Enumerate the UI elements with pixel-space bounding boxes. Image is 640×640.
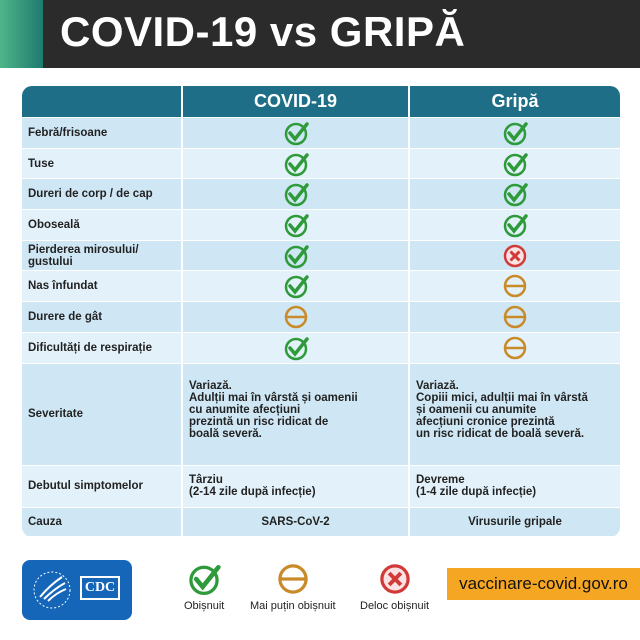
flu-status bbox=[410, 179, 620, 209]
flu-status bbox=[410, 271, 620, 301]
symptom-label: Durere de gât bbox=[22, 302, 183, 332]
check-icon bbox=[284, 122, 309, 146]
page-title: COVID-19 vs GRIPĂ bbox=[60, 8, 466, 55]
symptom-label: Febră/frisoane bbox=[22, 118, 183, 148]
symptom-row: Oboseală bbox=[22, 210, 620, 241]
symptom-label: Dureri de corp / de cap bbox=[22, 179, 183, 210]
row-label: Cauza bbox=[22, 507, 183, 536]
flu-status bbox=[410, 241, 620, 271]
header-covid: COVID-19 bbox=[183, 86, 410, 117]
cause-row: Cauza SARS-CoV-2 Virusurile gripale bbox=[22, 507, 620, 537]
covid-status bbox=[183, 302, 410, 332]
flu-cause: Virusurile gripale bbox=[468, 515, 562, 528]
website-link[interactable]: vaccinare-covid.gov.ro bbox=[447, 568, 640, 600]
flu-status bbox=[410, 302, 620, 332]
check-icon bbox=[284, 275, 309, 299]
symptom-row: Tuse bbox=[22, 148, 620, 180]
flu-status bbox=[410, 333, 620, 363]
check-icon bbox=[284, 183, 309, 207]
flu-onset: Devreme (1-4 zile după infecție) bbox=[416, 474, 537, 498]
minus-circle-icon bbox=[284, 305, 307, 329]
check-icon bbox=[284, 152, 309, 176]
minus-circle-icon bbox=[503, 275, 527, 298]
onset-row: Debutul simptomelor Târziu (2-14 zile du… bbox=[22, 465, 620, 508]
legend-rare: Deloc obișnuit bbox=[360, 558, 429, 612]
symptom-row: Febră/frisoane bbox=[22, 118, 620, 149]
row-label: Debutul simptomelor bbox=[22, 465, 183, 507]
covid-status bbox=[183, 271, 410, 302]
symptom-row: Nas înfundat bbox=[22, 271, 620, 303]
minus-circle-icon bbox=[503, 336, 527, 359]
symptom-row: Dificultăți de respirație bbox=[22, 332, 620, 364]
check-icon bbox=[503, 152, 528, 176]
hhs-eagle-icon bbox=[33, 571, 71, 609]
legend-icon bbox=[187, 562, 221, 596]
legend-icon bbox=[378, 562, 412, 596]
covid-status bbox=[183, 148, 410, 179]
accent-strip bbox=[0, 0, 43, 68]
title-bar: COVID-19 vs GRIPĂ bbox=[0, 0, 640, 68]
legend-less: Mai puțin obișnuit bbox=[250, 558, 336, 612]
covid-onset: Târziu (2-14 zile după infecție) bbox=[183, 465, 410, 507]
symptom-row: Dureri de corp / de cap bbox=[22, 179, 620, 211]
header-empty bbox=[22, 86, 183, 117]
header-flu: Gripă bbox=[491, 91, 539, 111]
covid-status bbox=[183, 118, 410, 148]
minus-circle-icon bbox=[503, 305, 527, 329]
symptom-row: Pierderea mirosului/ gustului bbox=[22, 240, 620, 272]
flu-status bbox=[410, 210, 620, 240]
x-circle-icon bbox=[503, 244, 527, 267]
check-icon bbox=[284, 244, 309, 268]
legend-common: Obișnuit bbox=[184, 558, 224, 612]
x-circle-icon bbox=[379, 564, 410, 594]
check-icon bbox=[503, 122, 528, 146]
check-icon bbox=[284, 336, 309, 360]
symptom-label: Oboseală bbox=[22, 210, 183, 240]
minus-circle-icon bbox=[278, 564, 308, 594]
row-label: Severitate bbox=[22, 363, 183, 465]
symptom-label: Tuse bbox=[22, 148, 183, 179]
footer: CDC Obișnuit Mai puțin obișnuit Deloc ob… bbox=[0, 558, 640, 628]
cdc-logo: CDC bbox=[22, 560, 132, 620]
covid-severity: Variază. Adulții mai în vârstă și oameni… bbox=[183, 363, 410, 465]
covid-status bbox=[183, 240, 410, 271]
flu-status bbox=[410, 149, 620, 179]
check-icon bbox=[503, 183, 528, 207]
check-icon bbox=[189, 564, 221, 596]
severity-row: Severitate Variază. Adulții mai în vârst… bbox=[22, 363, 620, 466]
symptom-row: Durere de gât bbox=[22, 302, 620, 333]
flu-severity: Variază. Copiii mici, adulții mai în vâr… bbox=[416, 379, 588, 440]
check-icon bbox=[284, 214, 309, 238]
table-header: COVID-19 Gripă bbox=[22, 86, 620, 118]
flu-status bbox=[410, 118, 620, 148]
comparison-table: COVID-19 Gripă Febră/frisoane Tuse Dureri … bbox=[22, 86, 620, 537]
covid-status bbox=[183, 332, 410, 363]
symptom-label: Nas înfundat bbox=[22, 271, 183, 302]
symptom-label: Pierderea mirosului/ gustului bbox=[22, 240, 183, 271]
covid-status bbox=[183, 210, 410, 240]
legend-icon bbox=[276, 562, 310, 596]
check-icon bbox=[503, 214, 528, 238]
covid-cause: SARS-CoV-2 bbox=[183, 507, 410, 536]
covid-status bbox=[183, 179, 410, 210]
symptom-label: Dificultăți de respirație bbox=[22, 332, 183, 363]
